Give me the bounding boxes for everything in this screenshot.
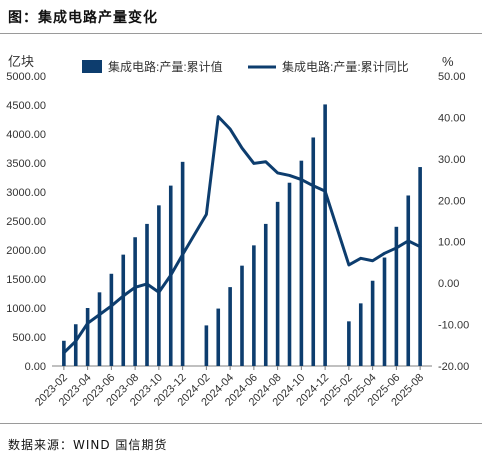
y-right-tick-label: 10.00 (438, 237, 466, 249)
bar (358, 303, 363, 366)
legend-label-bar: 集成电路:产量:累计值 (108, 59, 223, 74)
bar (216, 308, 221, 366)
y-left-unit: 亿块 (8, 54, 34, 69)
y-right-unit: % (442, 54, 454, 69)
legend-swatch-bar (82, 60, 102, 73)
chart: 0.00 500.00 1000.00 1500.00 2000.00 2500.00 30… (6, 54, 469, 409)
line-series (62, 115, 422, 355)
bar (180, 161, 185, 366)
y-left-tick-label: 0.00 (25, 361, 46, 373)
series-line (62, 115, 422, 355)
bar (287, 182, 292, 366)
bar (299, 160, 304, 366)
bar (370, 280, 375, 366)
bar (382, 257, 387, 366)
bar (73, 324, 78, 366)
bar (109, 273, 114, 366)
figure-title: 图：集成电路产量变化 (8, 10, 158, 26)
y-right-tick-label: 40.00 (438, 112, 466, 124)
bar (121, 254, 126, 366)
y-left-tick-label: 2000.00 (6, 245, 46, 257)
y-left-tick-label: 3000.00 (6, 187, 46, 199)
bar (263, 223, 268, 366)
y-right-tick-label: 0.00 (438, 278, 459, 290)
y-left-tick-label: 1000.00 (6, 303, 46, 315)
bar (157, 205, 161, 366)
y-left-tick-label: 4500.00 (6, 100, 46, 112)
bar (145, 223, 149, 366)
bar (311, 137, 316, 366)
y-right-tick-label: -20.00 (438, 361, 469, 373)
title-divider (0, 33, 482, 34)
source-divider (0, 423, 482, 424)
bar (97, 292, 102, 366)
y-left-tick-label: 500.00 (12, 332, 46, 344)
bar (252, 245, 256, 366)
y-right-tick-label: 30.00 (438, 154, 466, 166)
y-left-tick-label: 5000.00 (6, 71, 46, 83)
y-left-tick-label: 4000.00 (6, 129, 46, 141)
legend: 集成电路:产量:累计值 集成电路:产量:累计同比 (82, 59, 409, 74)
bar (204, 325, 209, 366)
bar (406, 195, 411, 366)
y-right-tick-label: -10.00 (438, 320, 469, 332)
bar (133, 237, 137, 366)
y-left-tick-label: 3500.00 (6, 158, 46, 170)
bar (85, 308, 90, 366)
bar (347, 321, 351, 366)
y-right-tick-label: 20.00 (438, 195, 466, 207)
bar-series (62, 104, 422, 367)
bar (394, 226, 399, 366)
bar (323, 104, 327, 367)
bar (275, 201, 280, 366)
y-left-tick-label: 1500.00 (6, 274, 46, 286)
y-right-tick-label: 50.00 (438, 71, 466, 83)
y-left-tick-label: 2500.00 (6, 216, 46, 228)
bar (228, 287, 232, 366)
bar (418, 167, 422, 366)
bar (240, 265, 244, 366)
legend-label-line: 集成电路:产量:累计同比 (282, 59, 409, 74)
source-note: 数据来源：WIND 国信期货 (8, 438, 168, 452)
